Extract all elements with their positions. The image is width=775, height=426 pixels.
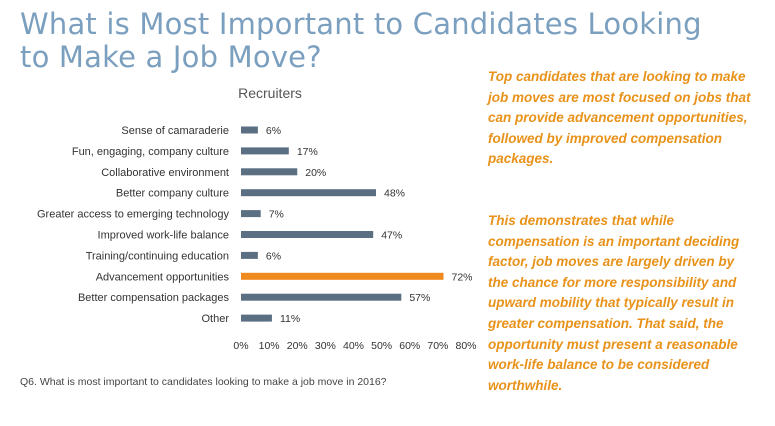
category-label-better-company-culture: Better company culture [116,188,229,200]
category-label-fun-engaging-company-culture: Fun, engaging, company culture [72,146,229,158]
x-tick-label: 0% [233,340,248,352]
callout-text-2: This demonstrates that while compensatio… [488,213,740,393]
bar-better-company-culture [241,189,376,197]
data-label-better-company-culture: 48% [384,188,405,200]
footnote: Q6. What is most important to candidates… [20,376,387,388]
data-label-advancement-opportunities: 72% [452,271,473,283]
category-label-greater-access-to-emerging-technology: Greater access to emerging technology [37,209,229,221]
category-label-collaborative-environment: Collaborative environment [101,167,229,179]
bar-improved-work-life-balance [241,231,374,238]
category-label-improved-work-life-balance: Improved work-life balance [98,230,229,242]
data-label-greater-access-to-emerging-technology: 7% [269,209,284,221]
category-label-sense-of-camaraderie: Sense of camaraderie [121,125,229,137]
data-label-collaborative-environment: 20% [305,167,326,179]
bar-advancement-opportunities [241,272,444,280]
data-label-fun-engaging-company-culture: 17% [297,146,318,158]
bar-other [241,314,272,322]
bar-fun-engaging-company-culture [241,147,289,155]
bar-collaborative-environment [241,168,298,176]
x-tick-label: 30% [315,340,336,352]
x-tick-label: 40% [343,340,364,352]
x-tick-label: 60% [399,340,420,352]
data-label-training-continuing-education: 6% [266,250,281,262]
data-label-sense-of-camaraderie: 6% [266,125,281,137]
bar-better-compensation-packages [241,293,402,301]
category-label-better-compensation-packages: Better compensation packages [78,292,230,304]
x-tick-label: 10% [259,340,280,352]
data-label-other: 11% [280,313,300,325]
data-label-improved-work-life-balance: 47% [381,230,402,242]
category-label-advancement-opportunities: Advancement opportunities [96,271,230,283]
chart-title: Recruiters [238,85,302,101]
bar-training-continuing-education [241,251,258,259]
x-tick-label: 20% [287,340,308,352]
bar-sense-of-camaraderie [241,126,258,134]
bar-greater-access-to-emerging-technology [241,210,261,218]
category-label-other: Other [201,313,229,325]
page-title: What is Most Important to Candidates Loo… [20,7,702,74]
callout-text-1: Top candidates that are looking to make … [488,69,751,167]
x-tick-label: 50% [371,340,392,352]
x-tick-label: 70% [427,340,448,352]
category-label-training-continuing-education: Training/continuing education [86,250,229,262]
data-label-better-compensation-packages: 57% [409,292,430,304]
x-tick-label: 80% [455,340,476,352]
